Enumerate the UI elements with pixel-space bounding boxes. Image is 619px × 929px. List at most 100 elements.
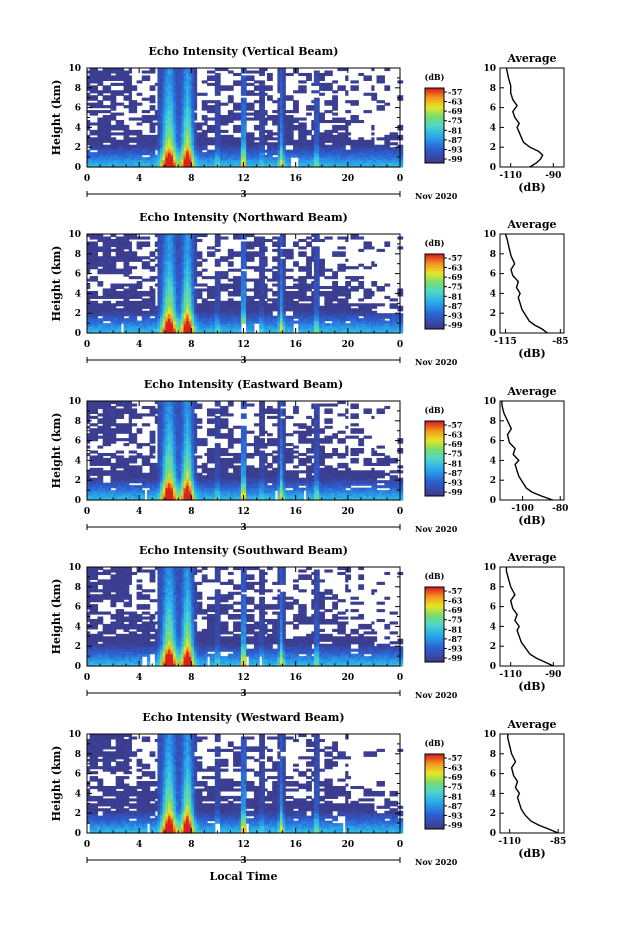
heatmap-cell xyxy=(105,97,109,101)
heatmap-cell xyxy=(107,330,112,334)
heatmap-cell xyxy=(201,268,205,272)
heatmap-cell xyxy=(113,263,117,267)
heatmap-cell xyxy=(178,117,182,121)
heatmap-cell xyxy=(277,90,281,94)
colorbar-segment xyxy=(425,161,444,164)
heatmap-cell xyxy=(251,92,255,96)
heatmap-cell xyxy=(126,273,130,277)
heatmap-cell xyxy=(107,122,112,126)
heatmap-cell xyxy=(131,107,135,111)
heatmap-cell xyxy=(212,318,216,322)
heatmap-cell xyxy=(321,154,325,158)
heatmap-cell xyxy=(173,139,177,143)
heatmap-cell xyxy=(371,132,375,136)
colorbar-segment xyxy=(425,136,444,140)
heatmap-cell xyxy=(266,85,271,89)
heatmap-cell xyxy=(131,313,135,317)
heatmap-cell xyxy=(136,300,140,304)
heatmap-cell xyxy=(139,243,143,247)
heatmap-cell xyxy=(386,162,391,166)
heatmap-cell xyxy=(149,290,153,295)
heatmap-cell xyxy=(89,253,93,257)
heatmap-cell xyxy=(311,159,315,163)
heatmap-cell xyxy=(167,266,172,270)
heatmap-cell xyxy=(196,127,200,131)
heatmap-cell xyxy=(118,238,122,243)
heatmap-cell xyxy=(110,92,114,96)
heatmap-cell xyxy=(107,139,112,143)
y-tick-label: 4 xyxy=(75,123,81,133)
heatmap-cell xyxy=(123,149,127,153)
heatmap-cell xyxy=(233,149,237,153)
heatmap-cell xyxy=(295,90,299,94)
heatmap-cell xyxy=(100,305,104,309)
heatmap-cell xyxy=(193,129,198,133)
heatmap-cell xyxy=(157,95,161,99)
heatmap-cell xyxy=(102,157,106,161)
heatmap-cell xyxy=(230,253,234,257)
heatmap-cell xyxy=(128,97,132,101)
heatmap-cell xyxy=(400,164,404,168)
heatmap-cell xyxy=(87,87,91,91)
heatmap-cell xyxy=(280,132,284,136)
heatmap-cell xyxy=(173,234,177,238)
heatmap-cell xyxy=(282,162,286,166)
heatmap-cell xyxy=(131,164,135,168)
heatmap-cell xyxy=(131,154,135,158)
heatmap-cell xyxy=(178,273,182,277)
heatmap-cell xyxy=(368,77,372,81)
heatmap-cell xyxy=(100,134,104,138)
heatmap-cell xyxy=(222,129,226,133)
heatmap-cell xyxy=(324,72,328,77)
heatmap-cell xyxy=(113,293,117,297)
heatmap-cell xyxy=(329,154,333,158)
heatmap-cell xyxy=(253,92,258,96)
heatmap-cell xyxy=(110,70,114,74)
heatmap-cell xyxy=(191,253,195,257)
heatmap-cell xyxy=(167,236,172,240)
heatmap-cell xyxy=(175,107,179,111)
colorbar: -57-63-69-75-81-87-93-99 xyxy=(424,87,463,164)
heatmap-cell xyxy=(100,154,104,158)
heatmap-cell xyxy=(146,110,151,114)
heatmap-cell xyxy=(269,87,273,91)
heatmap-cell xyxy=(220,164,224,168)
heatmap-cell xyxy=(102,268,106,272)
heatmap-cell xyxy=(144,320,148,324)
heatmap-cell xyxy=(313,115,318,119)
heatmap-cell xyxy=(217,258,221,262)
heatmap-cell xyxy=(107,295,112,299)
heatmap-cell xyxy=(222,117,226,121)
heatmap-cell xyxy=(220,102,224,106)
heatmap-cell xyxy=(141,318,145,322)
heatmap-cell xyxy=(191,256,195,260)
heatmap-cell xyxy=(186,283,190,287)
heatmap-cell xyxy=(233,144,237,148)
heatmap-cell xyxy=(178,290,182,295)
heatmap-cell xyxy=(235,162,239,166)
heatmap-cell xyxy=(149,119,153,124)
heatmap-cell xyxy=(240,70,245,74)
heatmap-cell xyxy=(123,261,127,265)
colorbar-segment xyxy=(425,103,444,106)
heatmap-cell xyxy=(199,271,203,275)
heatmap-cell xyxy=(204,107,208,111)
heatmap-cell xyxy=(220,115,224,119)
y-tick-label: 10 xyxy=(68,64,81,74)
heatmap-cell xyxy=(246,164,250,168)
heatmap-cell xyxy=(183,288,187,292)
heatmap-cell xyxy=(165,82,169,86)
heatmap-cell xyxy=(133,276,138,280)
heatmap-cell xyxy=(180,248,185,252)
heatmap-cell xyxy=(290,137,294,141)
heatmap-cell xyxy=(162,102,166,106)
heatmap-cell xyxy=(261,87,265,91)
heatmap-cell xyxy=(118,256,122,260)
heatmap-cell xyxy=(280,157,284,161)
heatmap-cell xyxy=(303,162,307,166)
heatmap-cell xyxy=(261,68,265,72)
heatmap-cell xyxy=(173,318,177,322)
heatmap-cell xyxy=(157,115,161,119)
heatmap-cell xyxy=(217,122,221,126)
heatmap-cell xyxy=(392,154,396,158)
